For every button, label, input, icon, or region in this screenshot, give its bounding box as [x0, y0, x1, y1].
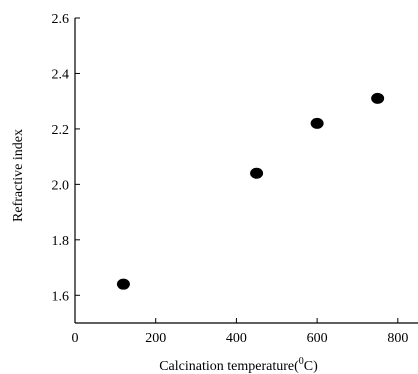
data-point [250, 167, 264, 179]
x-axis-label-tail: C) [304, 359, 318, 374]
y-tick-label: 2.6 [52, 12, 70, 27]
x-tick-label: 0 [72, 331, 79, 346]
data-point [116, 278, 130, 290]
y-tick-label: 2.2 [52, 123, 70, 138]
data-point [310, 117, 324, 129]
plot-frame [74, 18, 418, 324]
data-point [371, 92, 385, 104]
x-axis-label-superscript: 0 [299, 356, 304, 367]
data-points [116, 92, 385, 290]
y-axis-label: Refractive index [11, 129, 26, 222]
x-tick-label: 200 [145, 331, 166, 346]
y-tick-label: 2.4 [52, 67, 70, 82]
x-tick-label: 800 [387, 331, 408, 346]
y-tick-label: 2.0 [52, 178, 70, 193]
x-tick-label: 400 [226, 331, 247, 346]
x-axis-label-text: Calcination temperature( [159, 359, 299, 374]
x-axis-label: Calcination temperature(0C) [159, 356, 318, 374]
x-tick-label: 600 [307, 331, 328, 346]
x-axis-ticks: 0 200 400 600 800 [72, 318, 408, 346]
y-tick-label: 1.6 [52, 289, 70, 304]
y-tick-label: 1.8 [52, 234, 70, 249]
y-axis-ticks: 1.6 1.8 2.0 2.2 2.4 2.6 [52, 12, 80, 304]
